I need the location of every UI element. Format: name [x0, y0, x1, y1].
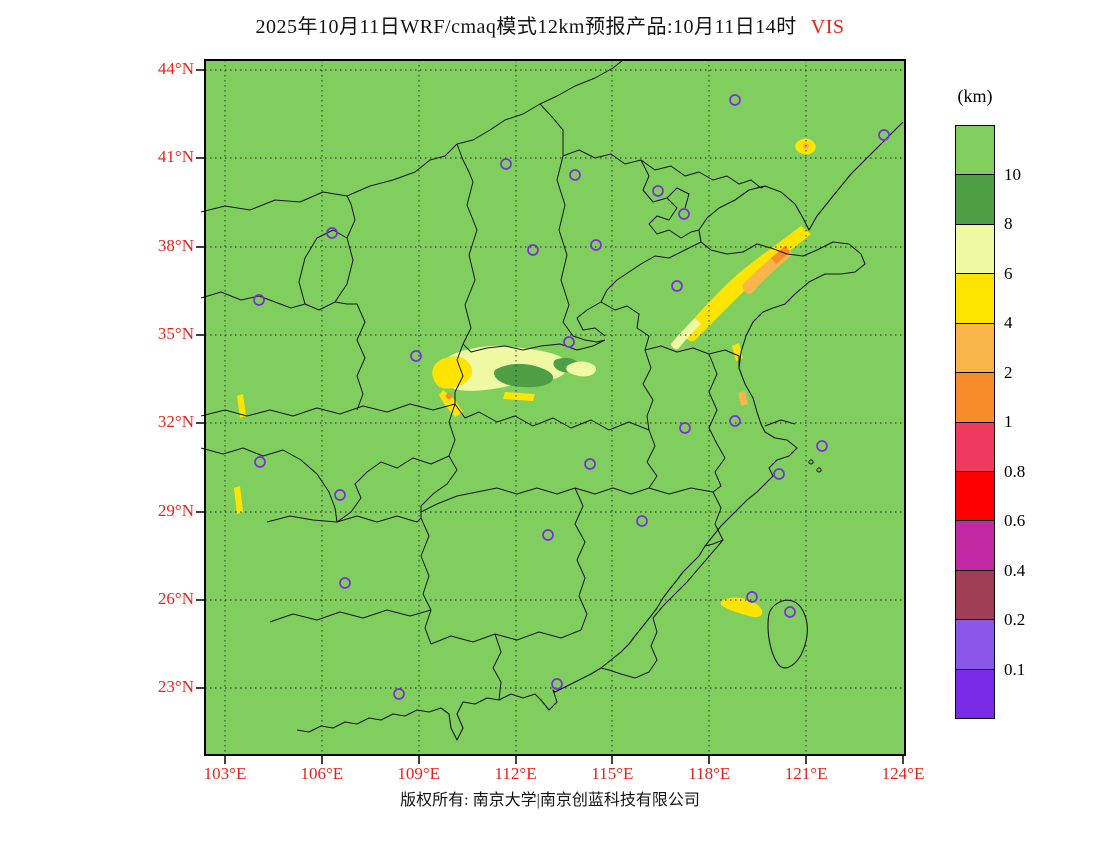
colorbar-tick-label: 0.4 — [1004, 560, 1026, 580]
colorbar-segment — [956, 323, 994, 374]
patch-shandong-band-pale-fringe — [671, 318, 701, 350]
longitude-label: 103°E — [203, 764, 247, 783]
city-marker — [569, 169, 581, 181]
city-marker — [527, 244, 539, 256]
city-marker — [410, 350, 422, 362]
latitude-label: 35°N — [157, 323, 194, 343]
city-marker — [542, 529, 554, 541]
colorbar-tick-label: 6 — [1004, 263, 1013, 283]
coastline — [296, 121, 904, 741]
city-marker — [326, 227, 338, 239]
colorbar-segment — [956, 274, 994, 324]
longitude-label: 121°E — [784, 764, 828, 783]
latitude-label: 41°N — [157, 147, 194, 167]
colorbar-segment — [956, 570, 994, 621]
city-marker — [671, 280, 683, 292]
city-markers — [253, 94, 890, 700]
page-title: 2025年10月11日WRF/cmaq模式12km预报产品:10月11日14时 V… — [0, 10, 1100, 39]
axis-ticks — [196, 69, 904, 764]
colorbar-segment — [956, 669, 994, 719]
colorbar-segment — [956, 471, 994, 522]
taiwan-island — [767, 599, 808, 669]
colorbar-segment — [956, 422, 994, 472]
colorbar-tick-label: 0.6 — [1004, 511, 1026, 530]
patch-center-darkgreen-1 — [494, 363, 554, 388]
city-marker — [334, 489, 346, 501]
patch-center-yellow-west — [432, 356, 473, 389]
city-marker — [878, 129, 890, 141]
latitude-label: 26°N — [157, 588, 194, 608]
city-marker — [563, 336, 575, 348]
city-marker — [678, 208, 690, 220]
colorbar-segment — [956, 521, 994, 571]
city-marker — [773, 468, 785, 480]
city-marker — [254, 456, 266, 468]
colorbar-segment — [956, 373, 994, 423]
city-marker — [393, 688, 405, 700]
longitude-label: 124°E — [881, 764, 925, 783]
map-frame — [204, 59, 906, 756]
latitude-label: 29°N — [157, 500, 194, 520]
colorbar-tick-label: 2 — [1004, 362, 1013, 382]
latitude-label: 23°N — [157, 677, 194, 697]
colorbar-tick-label: 8 — [1004, 214, 1013, 233]
latitude-label: 32°N — [157, 412, 194, 432]
patch-estuary-amber-sliver — [738, 391, 748, 406]
city-marker — [679, 422, 691, 434]
graticule-gridlines — [205, 60, 905, 755]
colorbar-tick-label: 0.8 — [1004, 461, 1026, 481]
city-marker — [816, 440, 828, 452]
patch-shandong-band-orange — [771, 246, 790, 264]
patch-west-sliver-1 — [237, 394, 246, 418]
title-variable-vis: VIS — [810, 16, 845, 38]
patch-center-pale-east — [566, 361, 597, 377]
low-visibility-patches — [234, 138, 816, 618]
latitude-label: 38°N — [157, 235, 194, 255]
longitude-label: 115°E — [591, 764, 634, 783]
longitude-label: 106°E — [300, 764, 344, 783]
city-marker — [584, 458, 596, 470]
city-marker — [729, 415, 741, 427]
colorbar-segment — [956, 224, 994, 275]
city-marker — [729, 94, 741, 106]
footer-credit: 版权所有: 南京大学|南京创蓝科技有限公司 — [400, 792, 700, 809]
latitude-label: 44°N — [157, 59, 194, 78]
longitude-label: 112°E — [494, 764, 537, 783]
province-boundaries — [200, 59, 766, 701]
longitude-label: 109°E — [397, 764, 441, 783]
longitude-label: 118°E — [688, 764, 731, 783]
colorbar-segment — [956, 620, 994, 670]
colorbar-tick-label: 0.2 — [1004, 610, 1026, 629]
colorbar-tick-label: 1 — [1004, 412, 1013, 431]
colorbar-segment — [956, 126, 994, 176]
colorbar-tick-label: 4 — [1004, 313, 1013, 332]
colorbar-tick-label: 0.1 — [1004, 659, 1026, 679]
patch-west-sliver-2 — [234, 486, 243, 514]
city-marker — [339, 577, 351, 589]
city-marker — [253, 294, 265, 306]
city-marker — [746, 591, 758, 603]
colorbar-unit-label: (km) — [957, 86, 993, 106]
city-marker — [500, 158, 512, 170]
city-marker — [652, 185, 664, 197]
city-marker — [590, 239, 602, 251]
city-marker — [784, 606, 796, 618]
patch-center-yellow-streak — [439, 390, 463, 417]
colorbar — [955, 125, 995, 719]
city-marker — [636, 515, 648, 527]
colorbar-segment — [956, 175, 994, 225]
map-canvas — [196, 59, 906, 764]
patch-center-yellow-south — [503, 392, 535, 401]
city-marker — [551, 678, 563, 690]
title-text: 2025年10月11日WRF/cmaq模式12km预报产品:10月11日14时 — [255, 16, 797, 38]
colorbar-tick-label: 10 — [1004, 164, 1021, 184]
patch-center-orange-dot — [446, 393, 452, 399]
